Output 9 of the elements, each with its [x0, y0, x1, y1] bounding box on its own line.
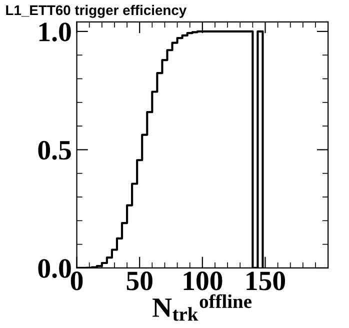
y-tick-label: 0.5 — [38, 140, 71, 160]
x-tick-label: 100 — [184, 272, 222, 290]
y-tick-label: 1.0 — [39, 22, 71, 42]
x-tick-label: 0 — [70, 272, 83, 290]
y-tick-label: 0.0 — [38, 259, 71, 278]
x-tick-label: 50 — [126, 272, 152, 290]
x-tick-label: 150 — [246, 272, 286, 290]
x-axis-title: N$_{trk}$$^{offline}$ — [152, 294, 252, 321]
chart-title: L1_ETT60 trigger efficiency — [6, 4, 187, 18]
